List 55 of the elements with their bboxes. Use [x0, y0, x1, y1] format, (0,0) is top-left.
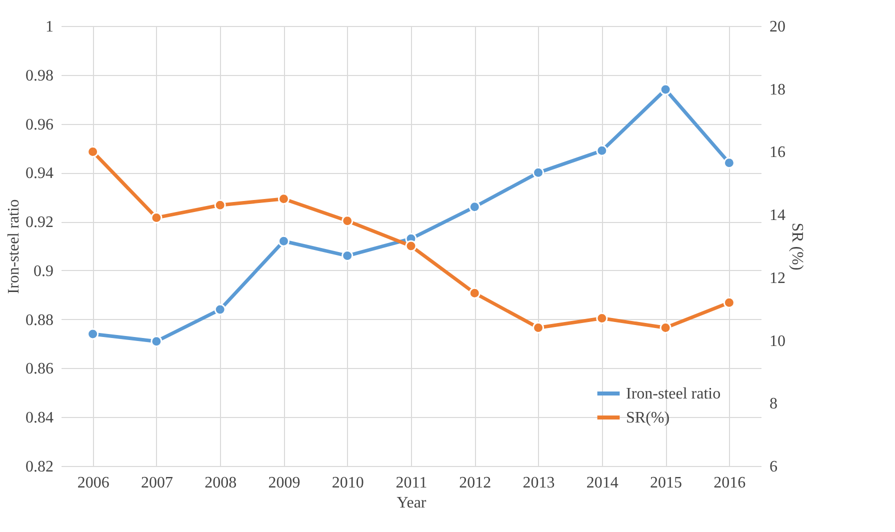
y2-tick-label: 10: [770, 332, 786, 350]
x-tick-label: 2016: [714, 474, 746, 492]
x-tick-label: 2011: [396, 474, 428, 492]
x-tick-label: 2008: [204, 474, 237, 492]
x-tick-label: 2014: [586, 474, 618, 492]
y-tick-label: 0.9: [34, 262, 54, 280]
point: [342, 215, 354, 227]
point: [660, 84, 672, 96]
x-tick-label: 2013: [522, 474, 555, 492]
x-tick-label: 2010: [332, 474, 364, 492]
y-tick-label: 0.82: [26, 458, 54, 476]
point: [468, 201, 480, 213]
y-tick-label: 0.86: [26, 360, 54, 378]
x-axis-title: Year: [396, 494, 427, 512]
point: [723, 157, 735, 169]
point: [405, 240, 417, 252]
x-tick-label: 2015: [650, 474, 682, 492]
point: [150, 212, 162, 224]
y-tick-label: 0.96: [26, 116, 54, 134]
point: [278, 193, 290, 205]
y-tick-label: 0.94: [26, 165, 54, 182]
y2-tick-label: 16: [770, 144, 786, 162]
point: [150, 336, 162, 348]
legend-label: SR(%): [626, 410, 670, 426]
point: [596, 144, 608, 156]
point: [342, 250, 354, 262]
y-tick-label: 0.88: [26, 312, 54, 329]
y2-axis-title: SR (%): [788, 222, 806, 270]
x-tick-label: 2012: [459, 474, 492, 492]
point: [532, 322, 544, 334]
point: [596, 312, 608, 324]
point: [87, 328, 99, 340]
y-tick-label: 1: [46, 18, 54, 36]
y-tick-label: 0.92: [26, 214, 54, 232]
point: [214, 304, 226, 316]
point: [723, 296, 735, 308]
y2-tick-label: 12: [770, 270, 786, 287]
x-tick-label: 2006: [77, 474, 110, 492]
y2-tick-label: 20: [770, 18, 786, 36]
y-axis-title: Iron-steel ratio: [6, 199, 22, 294]
y2-tick-label: 14: [770, 207, 786, 224]
y2-tick-label: 18: [770, 81, 786, 98]
y2-tick-label: 8: [770, 396, 778, 413]
x-tick-label: 2009: [268, 474, 300, 492]
point: [278, 235, 290, 247]
x-tick-label: 2007: [140, 474, 173, 492]
point: [214, 199, 226, 211]
y2-tick-label: 6: [770, 458, 778, 476]
point: [532, 166, 544, 178]
point: [660, 322, 672, 334]
point: [468, 287, 480, 299]
legend-label: Iron-steel ratio: [626, 386, 721, 402]
y-tick-label: 0.98: [26, 67, 54, 84]
point: [87, 146, 99, 158]
y-tick-label: 0.84: [26, 410, 54, 427]
